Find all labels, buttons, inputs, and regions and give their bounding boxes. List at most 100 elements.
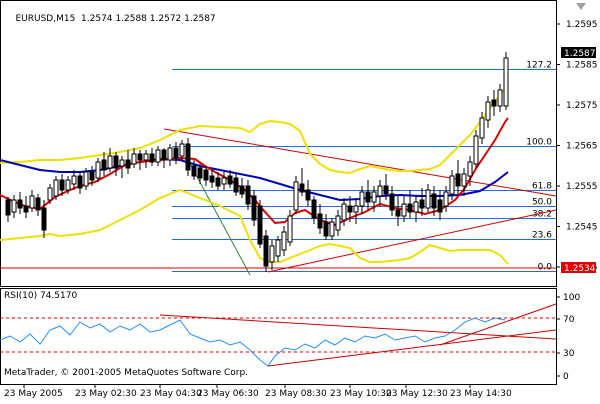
bull-candle[interactable] (275, 239, 281, 257)
bear-candle[interactable] (113, 155, 119, 169)
bear-candle[interactable] (305, 189, 311, 201)
bear-candle[interactable] (263, 235, 269, 267)
bull-candle[interactable] (65, 179, 71, 191)
bull-candle[interactable] (155, 149, 161, 163)
bull-candle[interactable] (167, 147, 173, 161)
fib-level-label: 50.0 (532, 198, 552, 208)
trend-line-upper[interactable] (163, 128, 557, 197)
bull-candle[interactable] (461, 173, 467, 187)
bear-candle[interactable] (407, 203, 413, 213)
bull-candle[interactable] (131, 153, 137, 165)
bear-candle[interactable] (437, 199, 443, 213)
bull-candle[interactable] (479, 117, 485, 139)
rsi-trend-lower[interactable] (267, 329, 557, 367)
bull-candle[interactable] (143, 153, 149, 161)
chart-header: EURUSD,M15 1.2574 1.2588 1.2572 1.2587 (4, 4, 215, 34)
bull-candle[interactable] (293, 181, 299, 211)
bear-candle[interactable] (383, 185, 389, 195)
bull-candle[interactable] (119, 159, 125, 167)
bear-candle[interactable] (77, 175, 83, 189)
rsi-line (0, 317, 506, 367)
bull-candle[interactable] (449, 175, 455, 195)
bull-candle[interactable] (179, 143, 185, 157)
bull-candle[interactable] (371, 191, 377, 203)
bear-candle[interactable] (419, 199, 425, 209)
bear-candle[interactable] (89, 171, 95, 181)
bull-candle[interactable] (485, 101, 491, 121)
bull-candle[interactable] (467, 161, 473, 177)
bear-candle[interactable] (173, 147, 179, 159)
bear-candle[interactable] (41, 207, 47, 231)
bear-candle[interactable] (491, 99, 497, 107)
bull-candle[interactable] (287, 215, 293, 243)
bear-candle[interactable] (137, 153, 143, 161)
bear-candle[interactable] (149, 153, 155, 163)
bear-candle[interactable] (233, 177, 239, 193)
bull-candle[interactable] (221, 177, 227, 185)
price-tick-label: 1.2585 (566, 61, 598, 71)
bull-candle[interactable] (341, 203, 347, 221)
bull-candle[interactable] (413, 201, 419, 213)
bull-candle[interactable] (83, 171, 89, 187)
bear-candle[interactable] (5, 199, 11, 216)
bear-candle[interactable] (389, 193, 395, 211)
bull-candle[interactable] (269, 245, 275, 263)
bull-candle[interactable] (497, 89, 503, 107)
trend-line-lower[interactable] (267, 209, 557, 273)
bull-candle[interactable] (329, 221, 335, 237)
bear-candle[interactable] (209, 175, 215, 183)
bear-candle[interactable] (245, 185, 251, 205)
bear-candle[interactable] (125, 159, 131, 169)
bull-candle[interactable] (353, 205, 359, 213)
bull-candle[interactable] (53, 179, 59, 197)
bear-candle[interactable] (395, 209, 401, 217)
bear-candle[interactable] (17, 199, 23, 209)
bear-candle[interactable] (251, 195, 257, 221)
bear-candle[interactable] (185, 143, 191, 171)
fib-anchor-line[interactable] (187, 159, 251, 276)
candlestick-series (5, 52, 509, 272)
bear-candle[interactable] (191, 165, 197, 177)
bear-candle[interactable] (431, 193, 437, 209)
bull-candle[interactable] (29, 195, 35, 209)
bear-candle[interactable] (311, 199, 317, 219)
bear-candle[interactable] (365, 191, 371, 203)
chart-shift-marker-icon[interactable] (576, 3, 586, 10)
current-price-label: 1.2587 (564, 49, 596, 59)
bull-candle[interactable] (11, 199, 17, 213)
bull-candle[interactable] (335, 215, 341, 231)
bear-candle[interactable] (317, 213, 323, 229)
bull-candle[interactable] (359, 191, 365, 207)
bear-candle[interactable] (101, 159, 107, 171)
bear-candle[interactable] (23, 205, 29, 213)
time-tick-label: 23 May 06:30 (197, 389, 259, 399)
rsi-trend-upper[interactable] (159, 314, 557, 340)
bear-candle[interactable] (455, 173, 461, 187)
bear-candle[interactable] (257, 205, 263, 245)
bear-candle[interactable] (161, 149, 167, 161)
bull-candle[interactable] (473, 135, 479, 165)
bear-candle[interactable] (299, 183, 305, 193)
bull-candle[interactable] (377, 185, 383, 197)
bear-candle[interactable] (59, 179, 65, 191)
bull-candle[interactable] (401, 203, 407, 217)
bear-candle[interactable] (227, 175, 233, 185)
bull-candle[interactable] (71, 175, 77, 185)
bear-candle[interactable] (203, 169, 209, 181)
bull-candle[interactable] (281, 231, 287, 251)
bull-candle[interactable] (443, 191, 449, 207)
bear-candle[interactable] (215, 177, 221, 187)
bear-candle[interactable] (323, 221, 329, 237)
bear-candle[interactable] (239, 185, 245, 195)
bull-candle[interactable] (425, 189, 431, 209)
bull-candle[interactable] (95, 161, 101, 179)
rsi-trend-steep[interactable] (439, 303, 557, 346)
bull-candle[interactable] (107, 155, 113, 169)
bull-candle[interactable] (503, 57, 509, 107)
bear-candle[interactable] (35, 197, 41, 211)
bear-candle[interactable] (347, 205, 353, 213)
bull-candle[interactable] (47, 187, 53, 201)
bear-candle[interactable] (197, 167, 203, 179)
